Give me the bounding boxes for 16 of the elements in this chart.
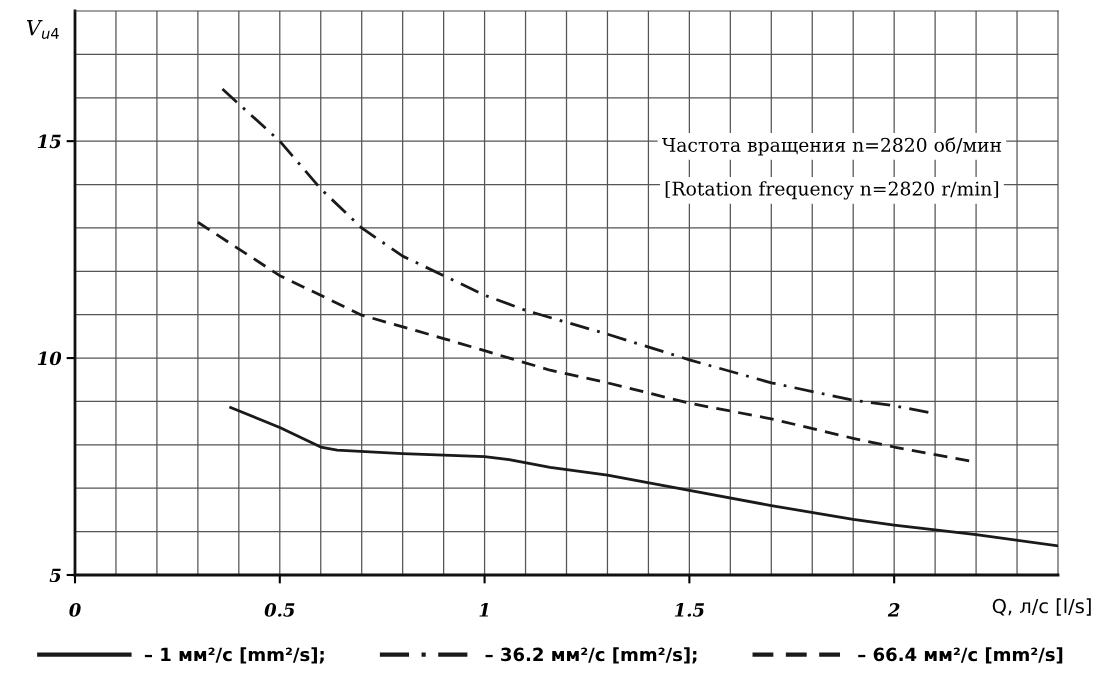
y-tick-label: 15 [37, 134, 61, 149]
legend-label: – 36.2 мм²/с [mm²/s]; [485, 647, 697, 664]
x-tick-label: 2 [887, 603, 900, 617]
line-series [229, 406, 1058, 548]
annotation: Частота вращения n=2820 об/мин [661, 137, 1002, 156]
y-tick-label: 5 [49, 568, 61, 583]
y-tick-label: 10 [37, 351, 62, 366]
x-tick-label: 1 [479, 603, 488, 617]
x-axis-title: Q, л/с [l/s] [992, 598, 1091, 616]
legend-label: – 66.4 мм²/с [mm²/s] [858, 647, 1063, 664]
annotation: [Rotation frequency n=2820 r/min] [665, 181, 999, 200]
x-tick-label: 1.5 [674, 603, 705, 617]
legend-label: – 1 мм²/с [mm²/s]; [144, 647, 324, 664]
x-tick-label: 0.5 [264, 603, 295, 617]
y-axis-title: V$_{u4}$ [26, 20, 59, 39]
x-tick-label: 0 [69, 603, 81, 617]
